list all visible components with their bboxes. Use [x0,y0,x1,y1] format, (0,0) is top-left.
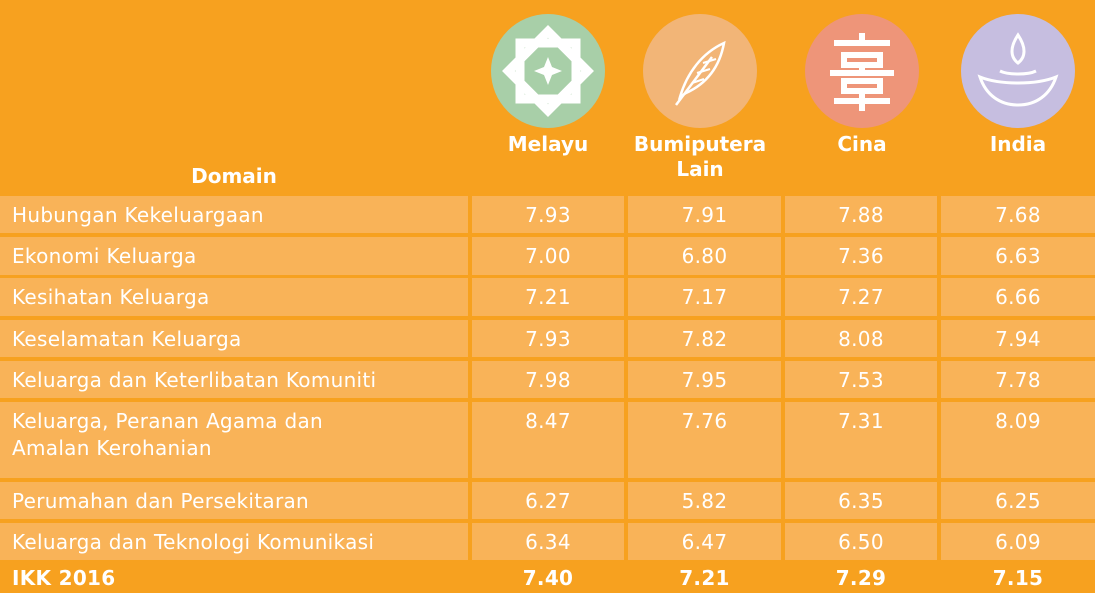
total-score: 7.29 [785,564,937,593]
score-cell: 7.91 [628,196,781,233]
score-cell: 8.47 [472,402,624,478]
score-cell: 7.98 [472,361,624,398]
domain-cell: Keluarga dan Keterlibatan Komuniti [0,361,468,398]
score-cell: 6.47 [628,523,781,560]
score-cell: 7.68 [941,196,1095,233]
score-cell: 7.82 [628,320,781,357]
score-cell: 7.76 [628,402,781,478]
score-cell: 7.31 [785,402,937,478]
score-cell: 7.00 [472,237,624,275]
domain-cell: Perumahan dan Persekitaran [0,482,468,519]
score-cell: 7.78 [941,361,1095,398]
score-cell: 5.82 [628,482,781,519]
score-cell: 7.95 [628,361,781,398]
score-cell: 7.27 [785,278,937,316]
icon-india [961,14,1075,128]
score-cell: 6.27 [472,482,624,519]
score-cell: 7.21 [472,278,624,316]
score-cell: 7.17 [628,278,781,316]
total-score: 7.40 [472,564,624,593]
score-cell: 6.80 [628,237,781,275]
group-header: Bumiputera Lain [633,132,767,181]
domain-cell: Keselamatan Keluarga [0,320,468,357]
score-cell: 7.93 [472,320,624,357]
score-cell: 8.08 [785,320,937,357]
score-cell: 6.35 [785,482,937,519]
score-cell: 7.88 [785,196,937,233]
group-header: Cina [837,132,887,156]
domain-cell: Keluarga, Peranan Agama dan Amalan Keroh… [0,402,468,478]
domain-cell: Ekonomi Keluarga [0,237,468,275]
icon-cina [805,14,919,128]
icon-bumiputera [643,14,757,128]
total-score: 7.21 [628,564,781,593]
domain-cell: Keluarga dan Teknologi Komunikasi [0,523,468,560]
score-cell: 6.66 [941,278,1095,316]
score-cell: 6.09 [941,523,1095,560]
total-score: 7.15 [941,564,1095,593]
group-header: Melayu [507,132,589,156]
domain-header: Domain [191,164,277,188]
score-cell: 7.53 [785,361,937,398]
group-header: India [989,132,1047,156]
total-label: IKK 2016 [0,564,468,593]
score-cell: 6.63 [941,237,1095,275]
domain-cell: Hubungan Kekeluargaan [0,196,468,233]
score-cell: 7.93 [472,196,624,233]
score-cell: 6.25 [941,482,1095,519]
score-cell: 7.36 [785,237,937,275]
icon-melayu [491,14,605,128]
score-cell: 7.94 [941,320,1095,357]
score-cell: 6.50 [785,523,937,560]
domain-cell: Kesihatan Keluarga [0,278,468,316]
score-cell: 6.34 [472,523,624,560]
score-cell: 8.09 [941,402,1095,478]
